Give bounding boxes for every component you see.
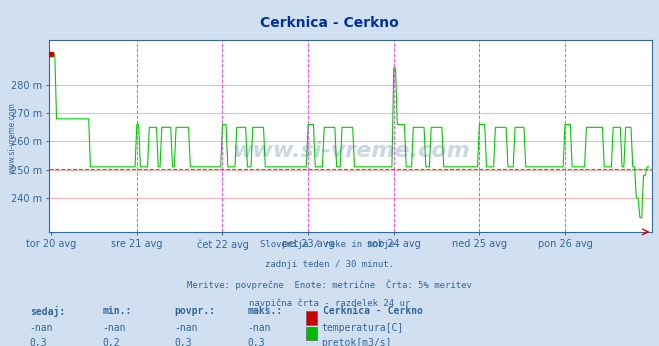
Text: navpična črta - razdelek 24 ur: navpična črta - razdelek 24 ur <box>249 299 410 308</box>
Text: Meritve: povprečne  Enote: metrične  Črta: 5% meritev: Meritve: povprečne Enote: metrične Črta:… <box>187 279 472 290</box>
Text: Cerknica - Cerkno: Cerknica - Cerkno <box>260 16 399 29</box>
Text: 0,3: 0,3 <box>175 338 192 346</box>
Text: -nan: -nan <box>30 323 53 333</box>
Text: 0,2: 0,2 <box>102 338 120 346</box>
Text: www.si-vreme.com: www.si-vreme.com <box>8 102 17 174</box>
Text: sedaj:: sedaj: <box>30 306 65 317</box>
Text: 0,3: 0,3 <box>247 338 265 346</box>
Text: 0,3: 0,3 <box>30 338 47 346</box>
Text: temperatura[C]: temperatura[C] <box>321 323 403 333</box>
Text: -nan: -nan <box>175 323 198 333</box>
Text: -nan: -nan <box>247 323 271 333</box>
Text: Slovenija / reke in morje.: Slovenija / reke in morje. <box>260 240 399 249</box>
Text: maks.:: maks.: <box>247 306 282 316</box>
Text: min.:: min.: <box>102 306 132 316</box>
Text: www.si-vreme.com: www.si-vreme.com <box>232 141 470 161</box>
Text: -nan: -nan <box>102 323 126 333</box>
Text: pretok[m3/s]: pretok[m3/s] <box>321 338 391 346</box>
Text: povpr.:: povpr.: <box>175 306 215 316</box>
Text: Cerknica - Cerkno: Cerknica - Cerkno <box>323 306 423 316</box>
Text: zadnji teden / 30 minut.: zadnji teden / 30 minut. <box>265 260 394 269</box>
